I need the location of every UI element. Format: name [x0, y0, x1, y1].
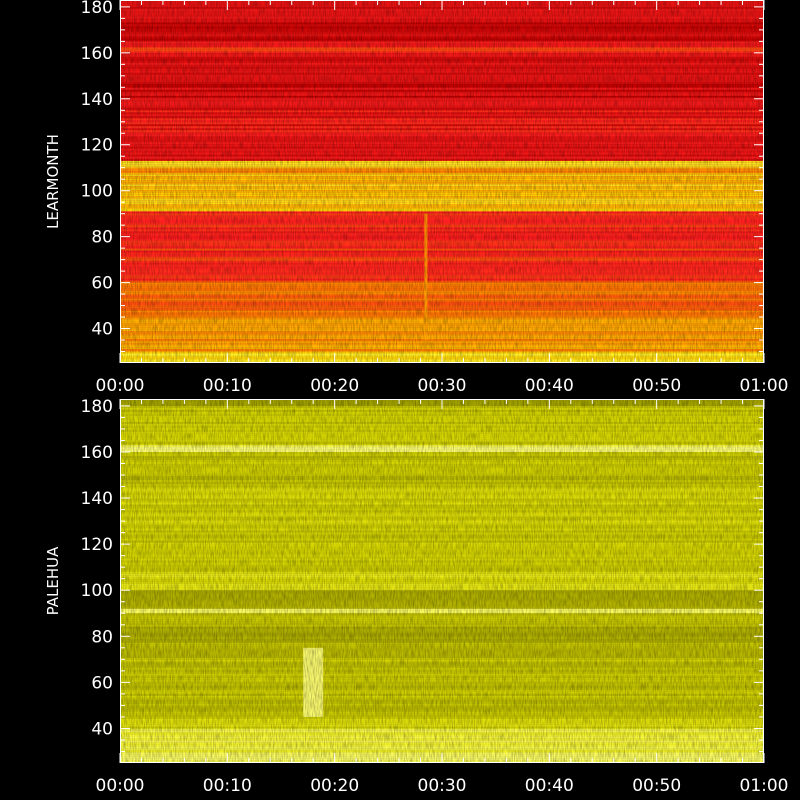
y-tick-label: 120	[81, 535, 113, 555]
y-tick-label: 80	[91, 627, 113, 647]
y-tick-label: 100	[81, 182, 113, 202]
spectrogram-noise	[120, 0, 764, 363]
x-tick-label: 00:00	[96, 376, 145, 396]
x-tick-label: 00:20	[310, 376, 359, 396]
y-tick-label: 180	[81, 0, 113, 18]
y-tick-label: 100	[81, 581, 113, 601]
x-tick-label: 00:50	[632, 376, 681, 396]
x-tick-label: 00:30	[418, 376, 467, 396]
y-tick-label: 60	[91, 274, 113, 294]
y-tick-label: 40	[91, 320, 113, 340]
y-tick-label: 180	[81, 397, 113, 417]
y-tick-label: 160	[81, 44, 113, 64]
y-tick-label: 60	[91, 673, 113, 693]
x-tick-label: 00:10	[203, 776, 252, 796]
x-tick-label: 00:40	[525, 376, 574, 396]
y-tick-label: 40	[91, 719, 113, 739]
y-tick-label: 160	[81, 443, 113, 463]
y-tick-labels: 40 60 80 100 120 140 160 180	[81, 0, 113, 340]
x-tick-label: 00:30	[418, 776, 467, 796]
y-tick-label: 140	[81, 90, 113, 110]
y-tick-label: 140	[81, 489, 113, 509]
y-tick-labels: 40 60 80 100 120 140 160 180	[81, 397, 113, 740]
axis-ticks	[119, 399, 765, 763]
x-tick-labels: 00:00 00:10 00:20 00:30 00:40 00:50 01:00	[96, 376, 789, 396]
y-tick-label: 80	[91, 228, 113, 248]
x-tick-label: 01:00	[740, 776, 789, 796]
x-tick-label: 00:50	[632, 776, 681, 796]
y-axis-title: PALEHUA	[44, 546, 62, 615]
x-tick-labels: 00:00 00:10 00:20 00:30 00:40 00:50 01:00	[96, 776, 789, 796]
x-tick-label: 00:10	[203, 376, 252, 396]
axis-ticks	[119, 0, 765, 363]
x-tick-label: 01:00	[740, 376, 789, 396]
spectrogram-noise	[120, 399, 764, 763]
y-axis-title: LEARMONTH	[44, 134, 62, 229]
x-tick-label: 00:20	[310, 776, 359, 796]
x-tick-label: 00:00	[96, 776, 145, 796]
y-tick-label: 120	[81, 136, 113, 156]
x-tick-label: 00:40	[525, 776, 574, 796]
